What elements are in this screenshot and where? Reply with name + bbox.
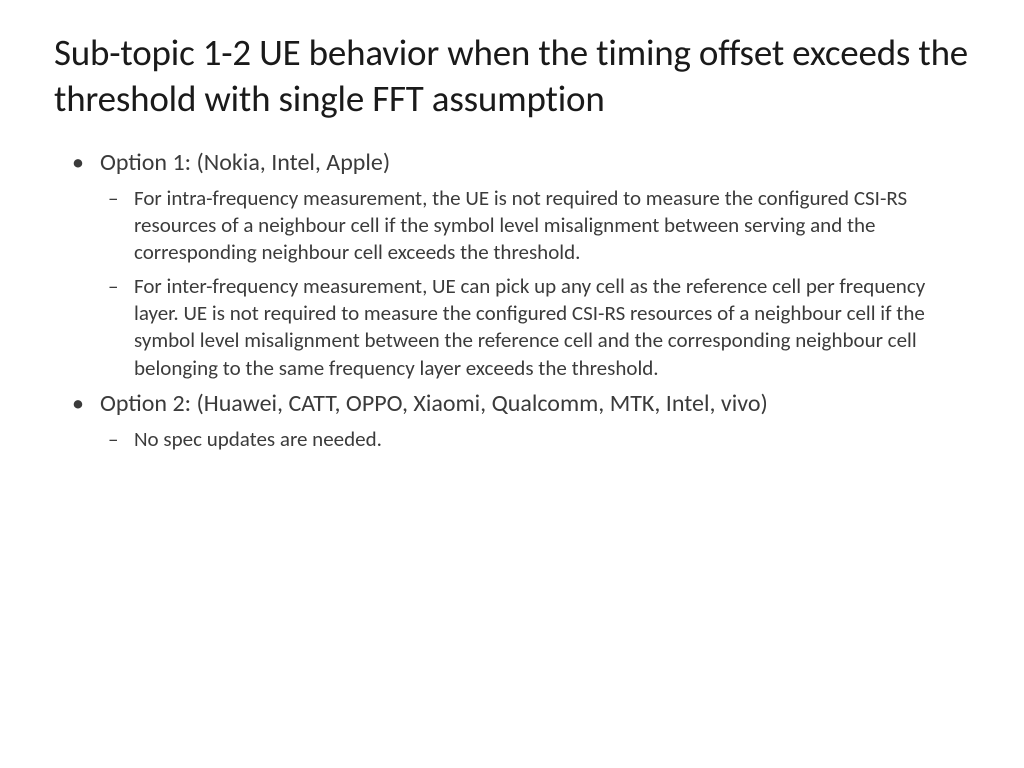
bullet-option-1-label: Option 1: (Nokia, Intel, Apple) [100, 148, 390, 177]
bullet-option-2: Option 2: (Huawei, CATT, OPPO, Xiaomi, Q… [100, 388, 970, 454]
bullet-option-1: Option 1: (Nokia, Intel, Apple) For intr… [100, 147, 970, 382]
sub-bullet: For inter-frequency measurement, UE can … [134, 273, 970, 382]
sub-bullet: For intra-frequency measurement, the UE … [134, 185, 970, 267]
sub-bullet: No spec updates are needed. [134, 426, 970, 453]
slide-body: Option 1: (Nokia, Intel, Apple) For intr… [54, 147, 970, 454]
bullet-option-2-label: Option 2: (Huawei, CATT, OPPO, Xiaomi, Q… [100, 389, 768, 418]
slide-title: Sub-topic 1-2 UE behavior when the timin… [54, 30, 970, 123]
